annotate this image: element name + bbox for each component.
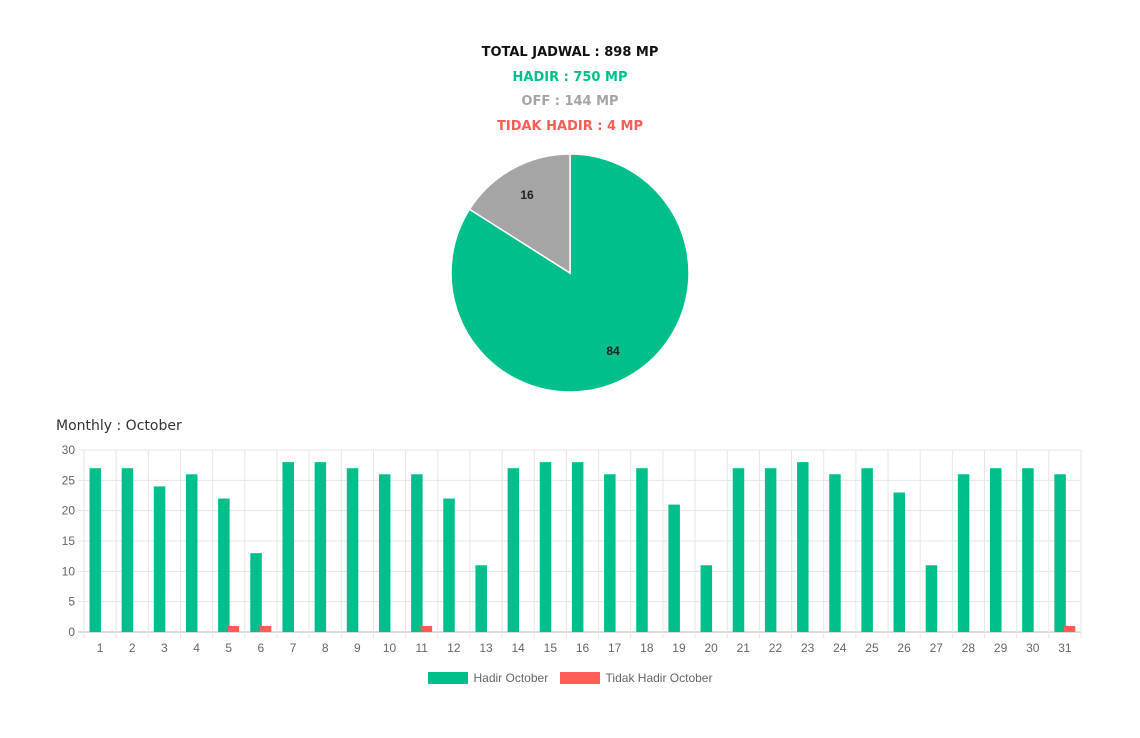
- bar-hadir[interactable]: [411, 474, 423, 632]
- x-tick-label: 13: [479, 641, 493, 655]
- bar-hadir[interactable]: [861, 468, 873, 632]
- legend-item-tidak-hadir[interactable]: Tidak Hadir October: [559, 671, 713, 685]
- bar-tidak-hadir[interactable]: [420, 625, 433, 632]
- bar-hadir[interactable]: [378, 474, 391, 632]
- bar-hadir[interactable]: [700, 565, 713, 632]
- bar-hadir[interactable]: [346, 468, 359, 632]
- total-schedule-text: TOTAL JADWAL : 898 MP: [481, 45, 659, 60]
- legend-label-hadir: Hadir October: [473, 671, 549, 685]
- bar-hadir[interactable]: [282, 462, 294, 632]
- bar-hadir[interactable]: [443, 498, 455, 632]
- absent-text: TIDAK HADIR : 4 MP: [496, 118, 644, 134]
- x-tick-label: 19: [672, 641, 686, 655]
- bar-hadir[interactable]: [925, 565, 938, 632]
- bar-hadir[interactable]: [89, 468, 102, 632]
- x-tick-label: 29: [994, 641, 1008, 655]
- x-tick-label: 17: [608, 641, 622, 655]
- x-tick-label: 9: [354, 641, 361, 655]
- y-tick-label: 5: [68, 595, 75, 609]
- x-tick-label: 16: [576, 641, 590, 655]
- bar-hadir[interactable]: [185, 474, 198, 632]
- y-tick-label: 10: [62, 564, 76, 578]
- x-tick-label: 30: [1026, 641, 1040, 655]
- x-tick-label: 10: [383, 641, 397, 655]
- bar-hadir[interactable]: [893, 492, 906, 632]
- pie-label-off: 16: [520, 188, 534, 202]
- x-tick-label: 25: [865, 641, 879, 655]
- y-tick-label: 25: [62, 473, 76, 487]
- bar-hadir[interactable]: [250, 553, 262, 632]
- bar-hadir[interactable]: [829, 474, 841, 632]
- bar-hadir[interactable]: [314, 462, 327, 632]
- x-tick-label: 12: [447, 641, 461, 655]
- x-tick-label: 18: [640, 641, 654, 655]
- x-tick-label: 5: [225, 641, 232, 655]
- x-tick-label: 20: [704, 641, 718, 655]
- y-tick-label: 20: [62, 504, 76, 518]
- x-tick-label: 6: [258, 641, 265, 655]
- attendance-summary: TOTAL JADWAL : 898 MP HADIR : 750 MP OFF…: [0, 43, 1140, 141]
- x-tick-label: 22: [769, 641, 783, 655]
- pie-slice-off[interactable]: [468, 153, 571, 275]
- x-tick-label: 26: [897, 641, 911, 655]
- bar-tidak-hadir[interactable]: [227, 625, 240, 632]
- x-tick-label: 3: [161, 641, 168, 655]
- x-tick-label: 21: [737, 641, 751, 655]
- bar-hadir[interactable]: [1054, 474, 1066, 632]
- x-tick-label: 15: [544, 641, 558, 655]
- x-tick-label: 4: [193, 641, 200, 655]
- bar-hadir[interactable]: [732, 468, 745, 632]
- x-tick-label: 14: [511, 641, 525, 655]
- bar-hadir[interactable]: [571, 462, 584, 632]
- legend-label-tidak-hadir: Tidak Hadir October: [605, 671, 713, 685]
- bar-hadir[interactable]: [764, 468, 777, 632]
- bar-chart-legend: Hadir October Tidak Hadir October: [0, 671, 1140, 687]
- x-tick-label: 1: [97, 641, 104, 655]
- legend-swatch-hadir: [427, 672, 468, 684]
- bar-hadir[interactable]: [1022, 468, 1034, 632]
- legend-swatch-tidak-hadir: [559, 672, 600, 684]
- x-tick-label: 2: [129, 641, 136, 655]
- pie-label-hadir: 84: [606, 344, 620, 358]
- y-tick-label: 0: [68, 625, 75, 639]
- present-text: HADIR : 750 MP: [512, 69, 628, 85]
- legend-item-hadir[interactable]: Hadir October: [427, 671, 549, 685]
- bar-hadir[interactable]: [218, 498, 230, 632]
- x-tick-label: 24: [833, 641, 847, 655]
- x-tick-label: 31: [1058, 641, 1072, 655]
- monthly-chart-title: Monthly : October: [56, 418, 182, 434]
- x-tick-label: 7: [290, 641, 297, 655]
- bar-hadir[interactable]: [668, 504, 680, 632]
- x-tick-label: 27: [930, 641, 944, 655]
- bar-hadir[interactable]: [957, 474, 970, 632]
- bar-hadir[interactable]: [990, 468, 1002, 632]
- y-tick-label: 30: [62, 443, 76, 457]
- y-tick-label: 15: [62, 534, 76, 548]
- bar-tidak-hadir[interactable]: [1063, 625, 1076, 632]
- x-tick-label: 8: [322, 641, 329, 655]
- x-tick-label: 11: [415, 641, 428, 655]
- x-tick-label: 28: [962, 641, 976, 655]
- bar-tidak-hadir[interactable]: [259, 625, 272, 632]
- off-text: OFF : 144 MP: [521, 94, 619, 109]
- bar-hadir[interactable]: [539, 462, 552, 632]
- bar-hadir[interactable]: [153, 486, 166, 632]
- bar-hadir[interactable]: [121, 468, 134, 632]
- x-tick-label: 23: [801, 641, 815, 655]
- bar-hadir[interactable]: [604, 474, 616, 632]
- bar-hadir[interactable]: [797, 462, 809, 632]
- bar-hadir[interactable]: [636, 468, 648, 632]
- bar-hadir[interactable]: [507, 468, 520, 632]
- bar-hadir[interactable]: [475, 565, 487, 632]
